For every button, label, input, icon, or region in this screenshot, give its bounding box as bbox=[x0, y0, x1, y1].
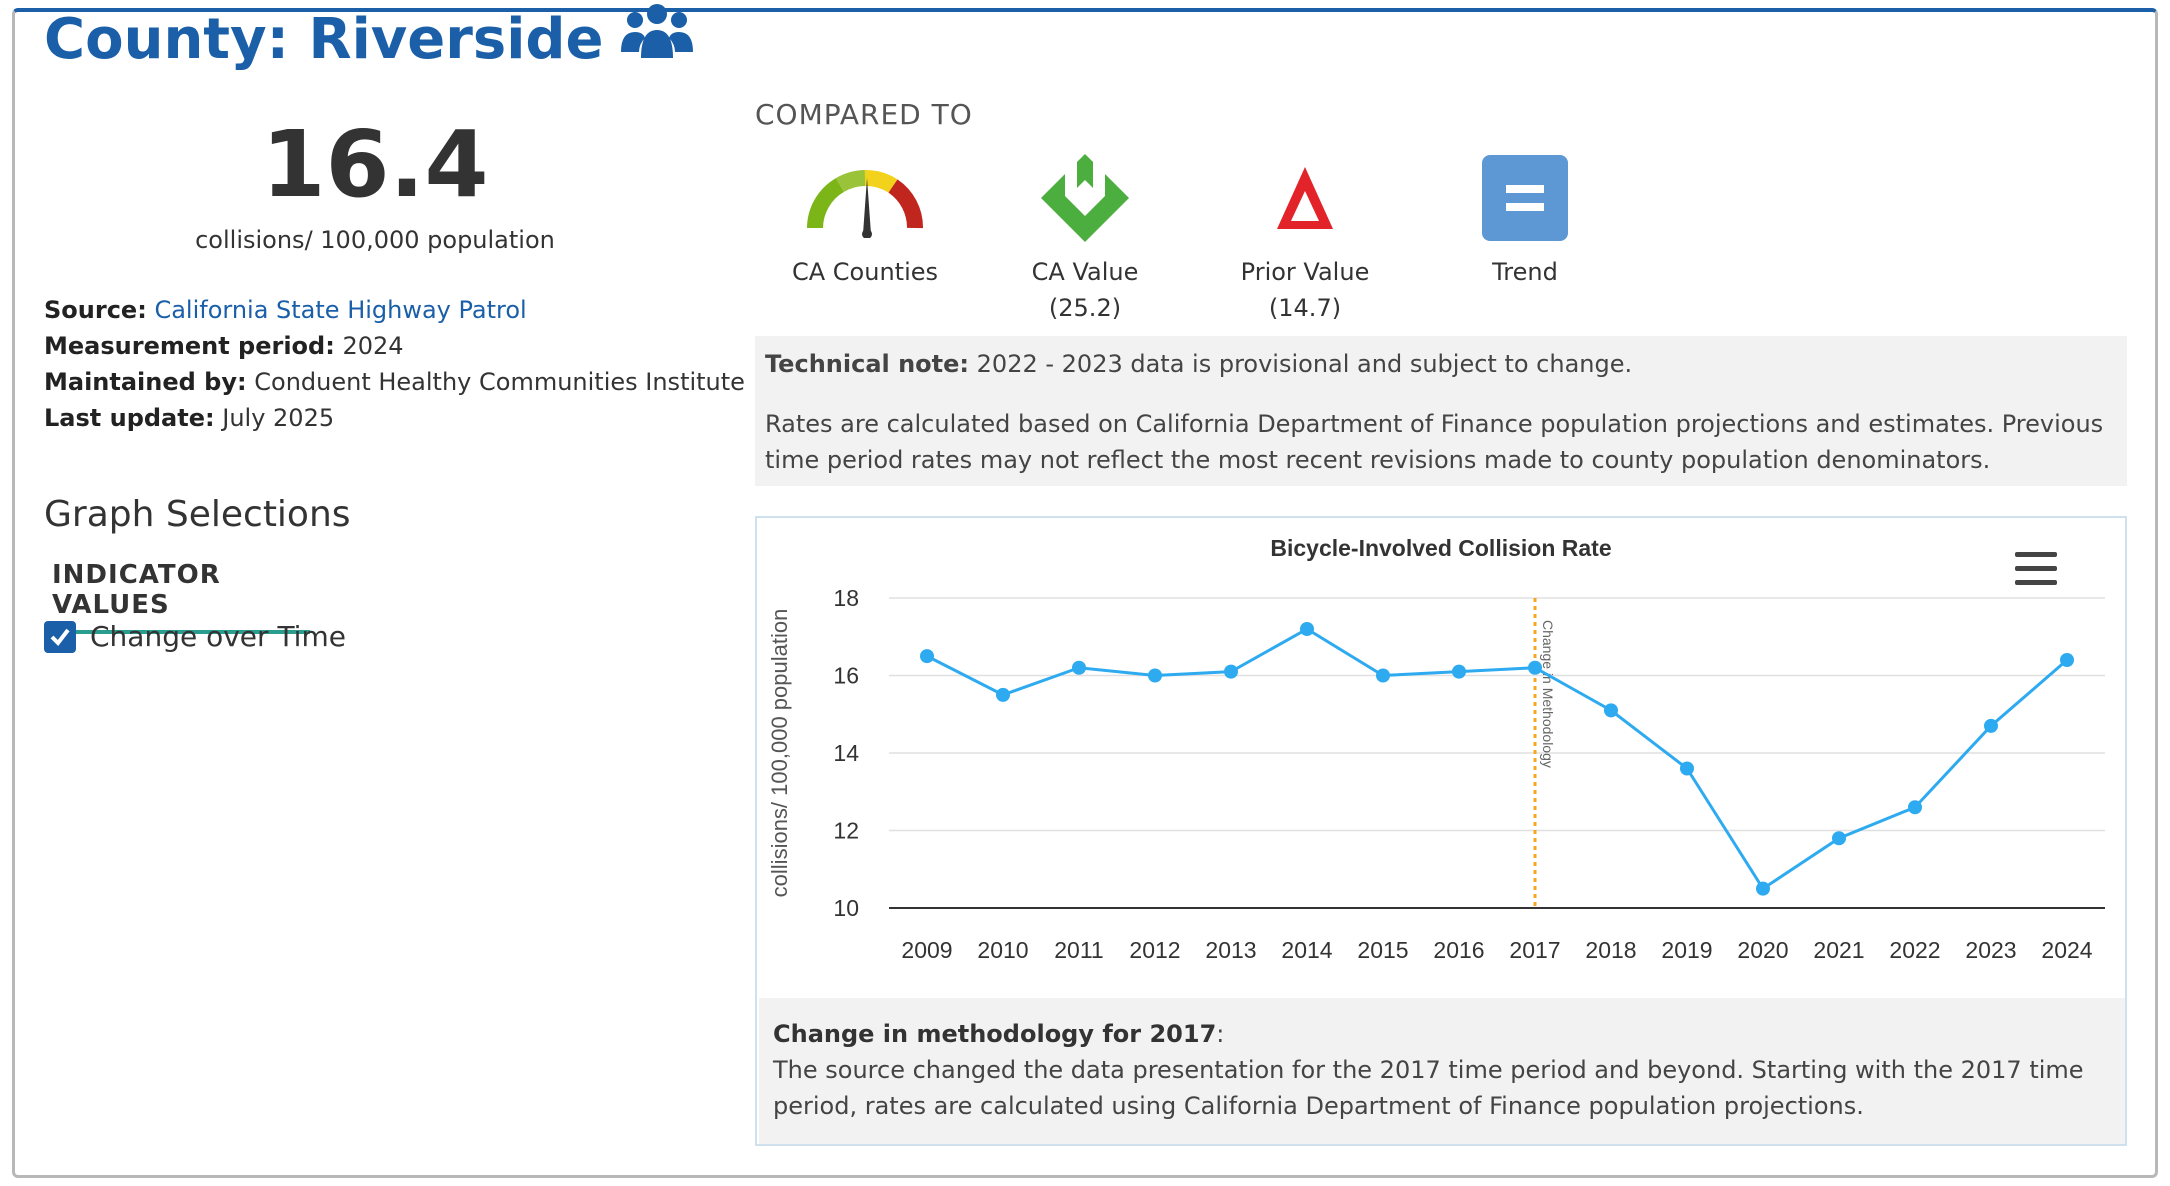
y-axis-label: collisions/ 100,000 population bbox=[767, 609, 792, 898]
green-arrows-down-icon bbox=[975, 148, 1195, 248]
period-value: 2024 bbox=[342, 332, 404, 360]
technical-note: Technical note: 2022 - 2023 data is prov… bbox=[755, 336, 2127, 486]
data-point[interactable] bbox=[1148, 668, 1162, 683]
line-chart: Bicycle-Involved Collision Rate 10 12 14 16 1… bbox=[767, 535, 2105, 963]
x-tick-label: 2022 bbox=[1889, 937, 1940, 963]
x-tick-label: 2023 bbox=[1965, 937, 2016, 963]
people-group-icon bbox=[621, 0, 694, 80]
source-label: Source: bbox=[44, 296, 147, 324]
technical-note-label: Technical note: bbox=[765, 350, 970, 378]
graph-selections-heading: Graph Selections bbox=[44, 494, 351, 535]
update-label: Last update: bbox=[44, 404, 215, 432]
checkmark-icon bbox=[50, 628, 70, 646]
compared-to-heading: COMPARED TO bbox=[755, 98, 973, 131]
data-point[interactable] bbox=[920, 649, 934, 664]
compare-ca-counties-label: CA Counties bbox=[791, 258, 938, 286]
x-tick-label: 2024 bbox=[2041, 937, 2092, 963]
tab-indicator-values[interactable]: INDICATOR VALUES bbox=[44, 560, 310, 634]
source-link[interactable]: California State Highway Patrol bbox=[154, 296, 527, 324]
change-over-time-label: Change over Time bbox=[90, 620, 346, 653]
compare-ca-value-label: CA Value bbox=[1031, 258, 1139, 286]
x-tick-label: 2013 bbox=[1205, 937, 1256, 963]
data-point[interactable] bbox=[1300, 622, 1314, 636]
update-value: July 2025 bbox=[222, 404, 335, 432]
technical-note-paragraph: Rates are calculated based on California… bbox=[765, 410, 2104, 474]
y-tick-label: 18 bbox=[833, 585, 859, 611]
data-point[interactable] bbox=[1604, 703, 1618, 718]
data-point[interactable] bbox=[1680, 761, 1694, 776]
x-tick-label: 2015 bbox=[1357, 937, 1408, 963]
maintained-label: Maintained by: bbox=[44, 368, 247, 396]
gauge-icon bbox=[755, 148, 975, 248]
chart-container: Bicycle-Involved Collision Rate 10 12 14 16 1… bbox=[755, 516, 2127, 1146]
y-tick-label: 14 bbox=[833, 740, 859, 766]
x-tick-label: 2014 bbox=[1281, 937, 1332, 963]
period-label: Measurement period: bbox=[44, 332, 335, 360]
x-tick-label: 2010 bbox=[977, 937, 1028, 963]
data-point[interactable] bbox=[1984, 718, 1998, 733]
change-over-time-option[interactable]: Change over Time bbox=[44, 620, 346, 653]
data-point[interactable] bbox=[1072, 660, 1086, 675]
data-point[interactable] bbox=[1756, 881, 1770, 896]
indicator-metadata: Source: California State Highway Patrol … bbox=[44, 292, 745, 436]
compare-prior-value-number: (14.7) bbox=[1268, 294, 1342, 322]
x-tick-label: 2009 bbox=[901, 937, 952, 963]
compare-prior-value[interactable]: Prior Value (14.7) bbox=[1195, 148, 1415, 322]
compare-ca-value[interactable]: CA Value (25.2) bbox=[975, 148, 1195, 322]
x-tick-label: 2017 bbox=[1509, 937, 1560, 963]
y-tick-label: 12 bbox=[833, 818, 859, 844]
equal-sign-icon bbox=[1415, 148, 1635, 248]
methodology-footnote: Change in methodology for 2017: The sour… bbox=[759, 998, 2125, 1144]
data-point[interactable] bbox=[1832, 831, 1846, 846]
x-tick-label: 2021 bbox=[1813, 937, 1864, 963]
y-tick-label: 16 bbox=[833, 663, 859, 689]
compare-trend-label: Trend bbox=[1492, 258, 1558, 286]
compare-ca-counties[interactable]: CA Counties bbox=[755, 148, 975, 286]
x-tick-label: 2016 bbox=[1433, 937, 1484, 963]
x-tick-label: 2020 bbox=[1737, 937, 1788, 963]
methodology-plot-line-label: Change in Methodology bbox=[1540, 620, 1556, 768]
chart-title: Bicycle-Involved Collision Rate bbox=[1270, 535, 1611, 561]
data-point[interactable] bbox=[1376, 668, 1390, 683]
compare-ca-value-number: (25.2) bbox=[1048, 294, 1122, 322]
red-triangle-up-icon bbox=[1195, 148, 1415, 248]
county-title: County: Riverside bbox=[44, 7, 604, 72]
data-point[interactable] bbox=[1452, 664, 1466, 679]
methodology-footnote-label: Change in methodology for 2017 bbox=[773, 1020, 1217, 1048]
data-point[interactable] bbox=[996, 687, 1010, 702]
indicator-panel bbox=[12, 8, 2158, 1178]
data-point[interactable] bbox=[1528, 660, 1542, 675]
methodology-footnote-text: The source changed the data presentation… bbox=[773, 1056, 2084, 1120]
compare-prior-value-label: Prior Value bbox=[1240, 258, 1370, 286]
x-tick-label: 2012 bbox=[1129, 937, 1180, 963]
y-tick-label: 10 bbox=[833, 895, 859, 921]
indicator-units: collisions/ 100,000 population bbox=[195, 226, 555, 254]
data-point[interactable] bbox=[2060, 653, 2074, 667]
maintained-value: Conduent Healthy Communities Institute bbox=[254, 368, 745, 396]
x-tick-label: 2018 bbox=[1585, 937, 1636, 963]
data-point[interactable] bbox=[1908, 800, 1922, 815]
x-tick-label: 2019 bbox=[1661, 937, 1712, 963]
compare-trend[interactable]: Trend bbox=[1415, 148, 1635, 286]
indicator-value: 16.4 bbox=[261, 111, 489, 218]
technical-note-text: 2022 - 2023 data is provisional and subj… bbox=[976, 350, 1633, 378]
x-tick-label: 2011 bbox=[1054, 937, 1103, 963]
series-line bbox=[926, 627, 2068, 891]
page-title: County: Riverside bbox=[44, 0, 694, 80]
data-point[interactable] bbox=[1224, 664, 1238, 679]
hamburger-menu-icon[interactable] bbox=[2015, 552, 2057, 585]
change-over-time-checkbox[interactable] bbox=[44, 620, 76, 653]
